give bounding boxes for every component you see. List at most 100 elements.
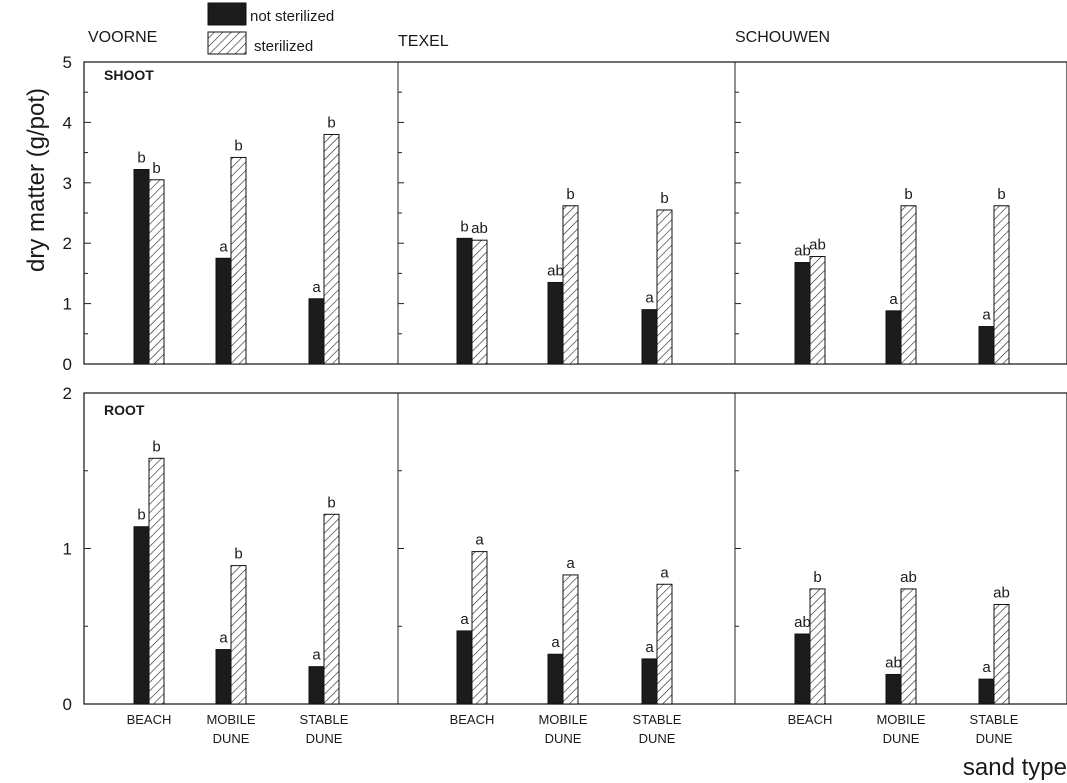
root-schouwen-beach-not-sterilized-letter: ab <box>794 614 811 631</box>
shoot-voorne-stable-dune-not-sterilized-letter: a <box>312 279 321 296</box>
category-label-voorne-stable-dune: DUNE <box>306 731 343 746</box>
root-voorne-stable-dune-sterilized-letter: b <box>327 494 335 511</box>
root-voorne-mobile-dune-sterilized-bar <box>230 565 247 705</box>
legend-swatch-not-sterilized <box>207 2 247 26</box>
category-label-texel-mobile-dune: DUNE <box>545 731 582 746</box>
shoot-texel-mobile-dune-sterilized-bar <box>562 205 579 365</box>
root-schouwen-stable-dune-not-sterilized-letter: a <box>982 659 991 676</box>
category-label-voorne-beach: BEACH <box>127 712 172 727</box>
shoot-schouwen-beach-sterilized-bar <box>809 255 826 365</box>
shoot-voorne-stable-dune-not-sterilized-bar <box>308 298 325 365</box>
x-axis-title: sand type <box>963 754 1067 781</box>
site-title-texel: TEXEL <box>398 33 449 50</box>
legend-swatch-sterilized <box>207 31 247 55</box>
shoot-ytick-label: 1 <box>63 295 72 314</box>
root-texel-mobile-dune-sterilized-bar <box>562 574 579 705</box>
root-voorne-beach-not-sterilized-letter: b <box>137 507 145 524</box>
root-voorne-mobile-dune-sterilized-letter: b <box>234 546 242 563</box>
root-texel-beach-not-sterilized-letter: a <box>460 611 469 628</box>
shoot-voorne-mobile-dune-sterilized-bar <box>230 156 247 365</box>
site-title-schouwen: SCHOUWEN <box>735 29 830 46</box>
shoot-voorne-mobile-dune-sterilized-letter: b <box>234 137 242 154</box>
shoot-ytick-label: 3 <box>63 174 72 193</box>
root-schouwen-mobile-dune-not-sterilized-bar <box>885 673 902 705</box>
root-texel-stable-dune-not-sterilized-bar <box>641 658 658 705</box>
root-texel-stable-dune-sterilized-bar <box>656 583 673 705</box>
shoot-schouwen-stable-dune-sterilized-letter: b <box>997 186 1005 203</box>
shoot-schouwen-mobile-dune-not-sterilized-bar <box>885 310 902 365</box>
category-label-voorne-stable-dune: STABLE <box>300 712 349 727</box>
panel-label-root: ROOT <box>104 402 145 418</box>
root-texel-beach-sterilized-letter: a <box>475 532 484 549</box>
shoot-schouwen-stable-dune-not-sterilized-bar <box>978 326 995 365</box>
category-label-texel-stable-dune: STABLE <box>633 712 682 727</box>
root-texel-beach-not-sterilized-bar <box>456 630 473 705</box>
root-texel-mobile-dune-not-sterilized-bar <box>547 653 564 705</box>
shoot-texel-stable-dune-not-sterilized-bar <box>641 309 658 365</box>
shoot-voorne-beach-sterilized-bar <box>148 179 165 365</box>
shoot-schouwen-mobile-dune-sterilized-bar <box>900 205 917 365</box>
legend: not sterilized sterilized <box>207 2 334 55</box>
category-label-texel-beach: BEACH <box>450 712 495 727</box>
shoot-voorne-beach-sterilized-letter: b <box>152 160 160 177</box>
shoot-schouwen-mobile-dune-not-sterilized-letter: a <box>889 291 898 308</box>
legend-label-sterilized: sterilized <box>254 38 313 55</box>
category-label-schouwen-stable-dune: DUNE <box>976 731 1013 746</box>
shoot-texel-beach-not-sterilized-bar <box>456 237 473 365</box>
root-voorne-stable-dune-sterilized-bar <box>323 513 340 705</box>
root-texel-mobile-dune-not-sterilized-letter: a <box>551 634 560 651</box>
category-label-texel-mobile-dune: MOBILE <box>538 712 587 727</box>
shoot-ytick-label: 0 <box>63 355 72 374</box>
root-ytick-label: 1 <box>63 540 72 559</box>
category-label-texel-stable-dune: DUNE <box>639 731 676 746</box>
shoot-texel-mobile-dune-not-sterilized-letter: ab <box>547 262 564 279</box>
shoot-texel-beach-sterilized-letter: ab <box>471 220 488 237</box>
category-label-voorne-mobile-dune: MOBILE <box>206 712 255 727</box>
root-texel-stable-dune-sterilized-letter: a <box>660 564 669 581</box>
shoot-ytick-label: 2 <box>63 234 72 253</box>
shoot-schouwen-stable-dune-sterilized-bar <box>993 205 1010 365</box>
legend-label-not-sterilized: not sterilized <box>250 8 334 25</box>
shoot-voorne-beach-not-sterilized-letter: b <box>137 150 145 167</box>
root-schouwen-mobile-dune-not-sterilized-letter: ab <box>885 654 902 671</box>
shoot-texel-mobile-dune-sterilized-letter: b <box>566 186 574 203</box>
shoot-texel-beach-sterilized-bar <box>471 239 488 365</box>
shoot-schouwen-beach-sterilized-letter: ab <box>809 236 826 253</box>
root-texel-stable-dune-not-sterilized-letter: a <box>645 639 654 656</box>
root-texel-mobile-dune-sterilized-letter: a <box>566 555 575 572</box>
shoot-voorne-beach-not-sterilized-bar <box>133 169 150 365</box>
root-texel-beach-sterilized-bar <box>471 551 488 705</box>
shoot-texel-stable-dune-sterilized-bar <box>656 209 673 365</box>
root-ytick-label: 0 <box>63 695 72 714</box>
shoot-schouwen-mobile-dune-sterilized-letter: b <box>904 186 912 203</box>
shoot-voorne-mobile-dune-not-sterilized-bar <box>215 257 232 365</box>
shoot-voorne-stable-dune-sterilized-letter: b <box>327 114 335 131</box>
root-schouwen-beach-not-sterilized-bar <box>794 633 811 705</box>
root-voorne-stable-dune-not-sterilized-letter: a <box>312 647 321 664</box>
root-ytick-label: 2 <box>63 384 72 403</box>
root-schouwen-mobile-dune-sterilized-letter: ab <box>900 569 917 586</box>
shoot-voorne-stable-dune-sterilized-bar <box>323 133 340 365</box>
shoot-texel-mobile-dune-not-sterilized-bar <box>547 281 564 365</box>
root-voorne-beach-sterilized-bar <box>148 457 165 705</box>
root-voorne-mobile-dune-not-sterilized-letter: a <box>219 630 228 647</box>
root-voorne-beach-not-sterilized-bar <box>133 526 150 705</box>
root-schouwen-mobile-dune-sterilized-bar <box>900 588 917 705</box>
shoot-voorne-mobile-dune-not-sterilized-letter: a <box>219 238 228 255</box>
category-label-schouwen-beach: BEACH <box>788 712 833 727</box>
panel-label-shoot: SHOOT <box>104 67 154 83</box>
shoot-schouwen-stable-dune-not-sterilized-letter: a <box>982 307 991 324</box>
shoot-texel-beach-not-sterilized-letter: b <box>460 218 468 235</box>
y-axis-title: dry matter (g/pot) <box>23 88 50 272</box>
root-schouwen-stable-dune-sterilized-bar <box>993 603 1010 705</box>
root-voorne-mobile-dune-not-sterilized-bar <box>215 649 232 705</box>
shoot-ytick-label: 5 <box>63 53 72 72</box>
shoot-texel-stable-dune-sterilized-letter: b <box>660 190 668 207</box>
root-schouwen-stable-dune-not-sterilized-bar <box>978 678 995 705</box>
shoot-schouwen-beach-not-sterilized-bar <box>794 262 811 365</box>
root-schouwen-beach-sterilized-letter: b <box>813 569 821 586</box>
category-label-schouwen-mobile-dune: MOBILE <box>876 712 925 727</box>
category-label-schouwen-stable-dune: STABLE <box>970 712 1019 727</box>
